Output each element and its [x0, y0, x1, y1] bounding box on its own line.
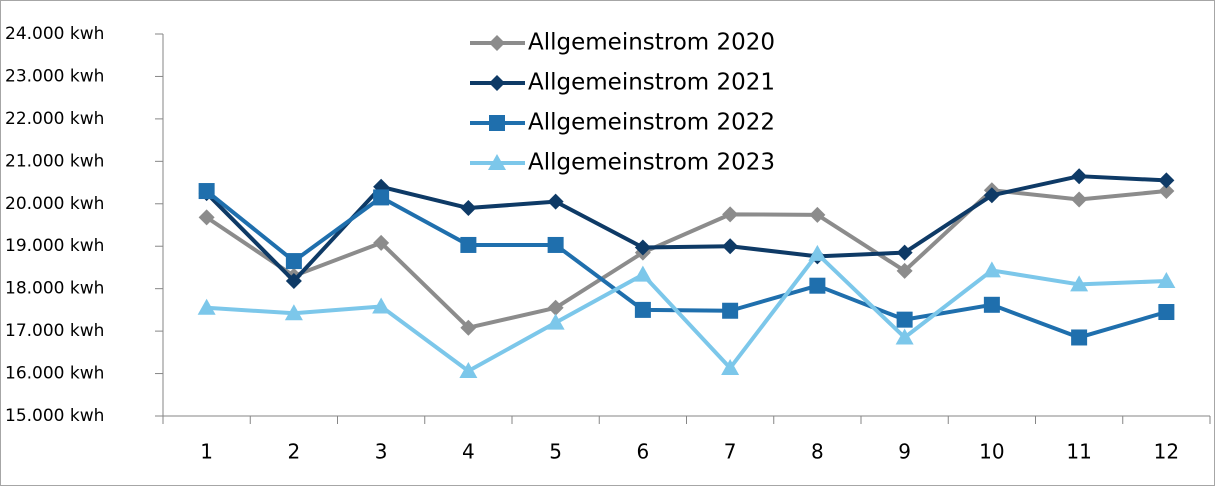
data-point	[460, 319, 477, 336]
data-point	[285, 273, 302, 290]
y-tick-label: 24.000 kwh	[5, 24, 104, 44]
data-point	[983, 296, 1000, 313]
data-point	[1071, 329, 1088, 346]
data-point	[372, 297, 391, 314]
data-point	[895, 328, 914, 345]
data-point	[460, 200, 477, 217]
y-tick-label: 16.000 kwh	[5, 364, 104, 384]
legend-marker	[489, 115, 505, 131]
data-point	[634, 301, 651, 318]
x-tick-label: 12	[1154, 440, 1179, 464]
data-point	[197, 298, 216, 315]
y-tick-label: 23.000 kwh	[5, 66, 104, 86]
data-point	[982, 261, 1001, 278]
data-point	[633, 265, 652, 282]
data-point	[460, 236, 477, 253]
data-point	[983, 187, 1000, 204]
data-point	[1158, 172, 1175, 189]
legend-marker	[488, 154, 506, 170]
legend-label: Allgemeinstrom 2020	[528, 30, 775, 56]
data-point	[198, 209, 215, 226]
data-point	[373, 189, 390, 206]
data-point	[373, 234, 390, 251]
data-point	[809, 206, 826, 223]
legend-label: Allgemeinstrom 2021	[528, 70, 775, 96]
data-point	[1158, 183, 1175, 200]
y-tick-label: 20.000 kwh	[5, 194, 104, 214]
x-tick-label: 7	[724, 440, 737, 464]
data-point	[546, 313, 565, 330]
y-tick-label: 15.000 kwh	[5, 406, 104, 426]
data-point	[721, 359, 740, 376]
data-point	[722, 238, 739, 255]
data-point	[896, 311, 913, 328]
legend-marker	[489, 75, 505, 91]
data-point	[722, 206, 739, 223]
data-point	[808, 244, 827, 261]
data-point	[809, 277, 826, 294]
y-tick-label: 19.000 kwh	[5, 236, 104, 256]
data-point	[547, 236, 564, 253]
x-tick-label: 5	[549, 440, 562, 464]
data-point	[1071, 191, 1088, 208]
series-line	[206, 251, 1167, 374]
data-point	[198, 183, 215, 200]
legend-label: Allgemeinstrom 2022	[528, 110, 775, 136]
legend-label: Allgemeinstrom 2023	[528, 150, 775, 176]
x-tick-label: 9	[898, 440, 911, 464]
data-point	[896, 262, 913, 279]
series-line	[205, 189, 1167, 340]
x-tick-label: 1	[200, 440, 213, 464]
data-point	[1158, 304, 1175, 321]
data-point	[1157, 272, 1176, 289]
data-point	[547, 193, 564, 210]
data-point	[284, 304, 303, 321]
x-tick-label: 6	[637, 440, 650, 464]
x-tick-label: 8	[811, 440, 824, 464]
data-point	[896, 244, 913, 261]
legend-marker	[489, 35, 505, 51]
y-tick-label: 21.000 kwh	[5, 151, 104, 171]
x-tick-label: 3	[375, 440, 388, 464]
data-point	[1070, 275, 1089, 292]
x-tick-label: 10	[979, 440, 1004, 464]
data-point	[459, 362, 478, 379]
data-point	[547, 299, 564, 316]
x-tick-label: 11	[1066, 440, 1091, 464]
x-tick-label: 4	[462, 440, 475, 464]
data-point	[1071, 168, 1088, 185]
data-point	[634, 239, 651, 256]
y-tick-label: 18.000 kwh	[5, 279, 104, 299]
y-tick-label: 22.000 kwh	[5, 109, 104, 129]
y-tick-label: 17.000 kwh	[5, 321, 104, 341]
data-point	[285, 253, 302, 270]
data-point	[722, 302, 739, 319]
x-tick-label: 2	[288, 440, 301, 464]
series-line	[205, 174, 1167, 284]
